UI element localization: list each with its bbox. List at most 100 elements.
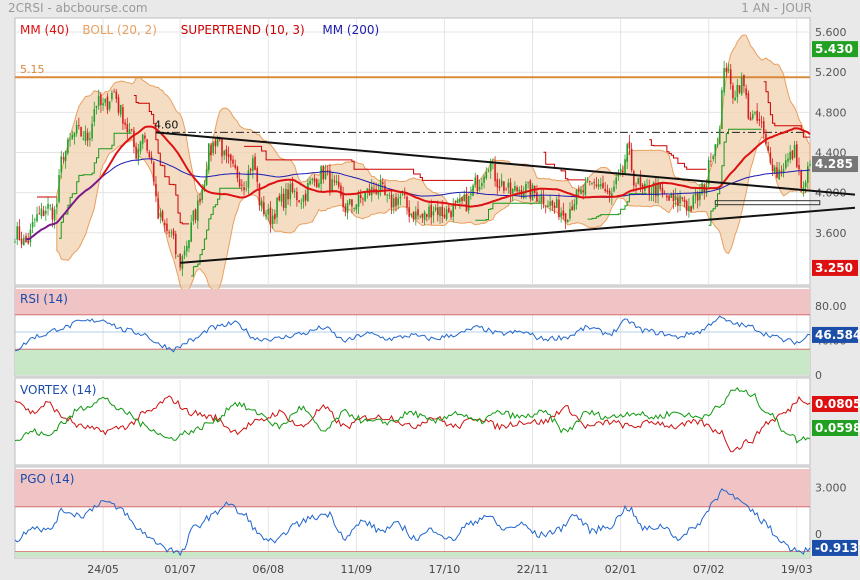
- vortex-series-line: [14, 386, 811, 444]
- candle-body: [311, 178, 314, 180]
- candle-body: [586, 179, 589, 181]
- candle-body: [450, 211, 452, 218]
- candle-body: [608, 190, 611, 195]
- candle-body: [227, 154, 230, 158]
- candle-body: [681, 197, 684, 199]
- candle-body: [170, 232, 173, 234]
- rsi-title: RSI (14): [20, 292, 68, 306]
- candle-body: [463, 194, 466, 202]
- candle-body: [71, 135, 74, 139]
- candle-body: [340, 185, 342, 196]
- candle-body: [467, 195, 470, 211]
- candle-body: [569, 208, 571, 219]
- candle-body: [465, 194, 468, 212]
- candle-body: [141, 134, 144, 144]
- x-axis-label: 19/03: [781, 563, 813, 576]
- candle-body: [80, 126, 82, 137]
- rsi-y-tick: 80.00: [815, 300, 847, 313]
- candle-body: [86, 132, 89, 141]
- candle-body: [789, 151, 791, 160]
- candle-body: [798, 165, 800, 170]
- x-axis-label: 24/05: [87, 563, 119, 576]
- candle-body: [75, 124, 78, 134]
- candle-body: [732, 85, 734, 99]
- rsi-zone: [15, 349, 810, 375]
- candle-body: [221, 137, 223, 157]
- candle-body: [778, 169, 780, 180]
- candle-body: [254, 156, 256, 170]
- candle-body: [355, 204, 358, 210]
- candle-body: [274, 213, 276, 220]
- candle-body: [410, 213, 413, 216]
- candle-body: [260, 200, 263, 207]
- candle-body: [743, 74, 745, 87]
- candle-body: [159, 212, 162, 217]
- candle-body: [392, 198, 395, 208]
- candle-body: [690, 206, 692, 211]
- candle-body: [36, 214, 38, 222]
- candle-body: [441, 206, 444, 216]
- candle-body: [454, 201, 457, 202]
- rsi-y-tick: 0: [815, 369, 822, 382]
- candle-body: [571, 206, 573, 211]
- candle-body: [773, 167, 776, 173]
- rsi-badge-bg: [812, 326, 858, 343]
- legend-item: MM (40): [20, 23, 69, 37]
- vortex-badge-bg: [812, 396, 858, 412]
- candle-body: [624, 159, 626, 174]
- candle-body: [119, 104, 122, 115]
- candle-body: [522, 193, 525, 198]
- candle-body: [172, 230, 175, 236]
- candle-body: [727, 69, 730, 71]
- candle-body: [155, 183, 157, 197]
- supertrend-line: [649, 139, 707, 170]
- candle-body: [192, 210, 195, 222]
- mm-early-line: [25, 177, 102, 241]
- candle-body: [247, 170, 250, 188]
- candle-body: [223, 150, 226, 155]
- candle-body: [606, 190, 609, 193]
- candle-body: [459, 198, 461, 203]
- bollinger-band: [56, 34, 811, 294]
- candle-body: [705, 186, 708, 194]
- candle-body: [307, 183, 309, 202]
- rsi-line: [14, 315, 811, 353]
- candle-body: [806, 165, 809, 183]
- candle-body: [122, 107, 124, 124]
- vortex-title: VORTEX (14): [20, 383, 97, 397]
- candle-body: [177, 256, 179, 257]
- candle-body: [412, 211, 415, 220]
- candle-body: [694, 193, 697, 196]
- candle-body: [84, 130, 87, 141]
- candle-body: [148, 152, 151, 158]
- candle-body: [397, 198, 399, 205]
- candle-body: [800, 170, 802, 189]
- candle-body: [401, 194, 404, 196]
- candle-body: [304, 193, 307, 201]
- candle-body: [190, 222, 192, 242]
- candle-body: [489, 162, 492, 172]
- candle-body: [168, 231, 170, 233]
- candle-body: [661, 187, 664, 195]
- candle-body: [179, 253, 181, 268]
- candle-body: [734, 97, 736, 101]
- pgo-zone: [15, 551, 810, 557]
- candle-body: [760, 121, 763, 123]
- candle-body: [289, 184, 292, 200]
- candle-body: [529, 180, 532, 199]
- chart-source-title: 2CRSI - abcbourse.com: [8, 1, 148, 15]
- candle-body: [635, 185, 637, 187]
- triangle-upper-line: [155, 131, 856, 196]
- candle-body: [108, 101, 111, 109]
- candle-body: [51, 207, 54, 220]
- candle-body: [73, 132, 76, 137]
- candle-body: [736, 84, 739, 97]
- candle-body: [419, 216, 422, 217]
- candle-body: [745, 88, 747, 96]
- candle-body: [507, 182, 510, 188]
- candle-body: [216, 138, 219, 146]
- candle-body: [714, 144, 717, 156]
- x-axis-label: 01/07: [164, 563, 196, 576]
- candle-body: [236, 166, 239, 179]
- candle-body: [498, 186, 501, 188]
